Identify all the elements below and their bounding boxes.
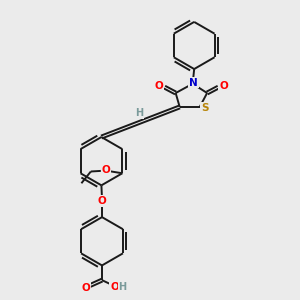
Text: O: O	[155, 81, 164, 91]
Text: O: O	[110, 282, 119, 292]
Text: O: O	[102, 165, 110, 175]
Text: H: H	[118, 282, 127, 292]
Text: N: N	[189, 78, 198, 88]
Text: S: S	[201, 103, 209, 113]
Text: O: O	[81, 283, 90, 293]
Text: O: O	[219, 81, 228, 91]
Text: H: H	[135, 108, 143, 118]
Text: O: O	[98, 196, 106, 206]
